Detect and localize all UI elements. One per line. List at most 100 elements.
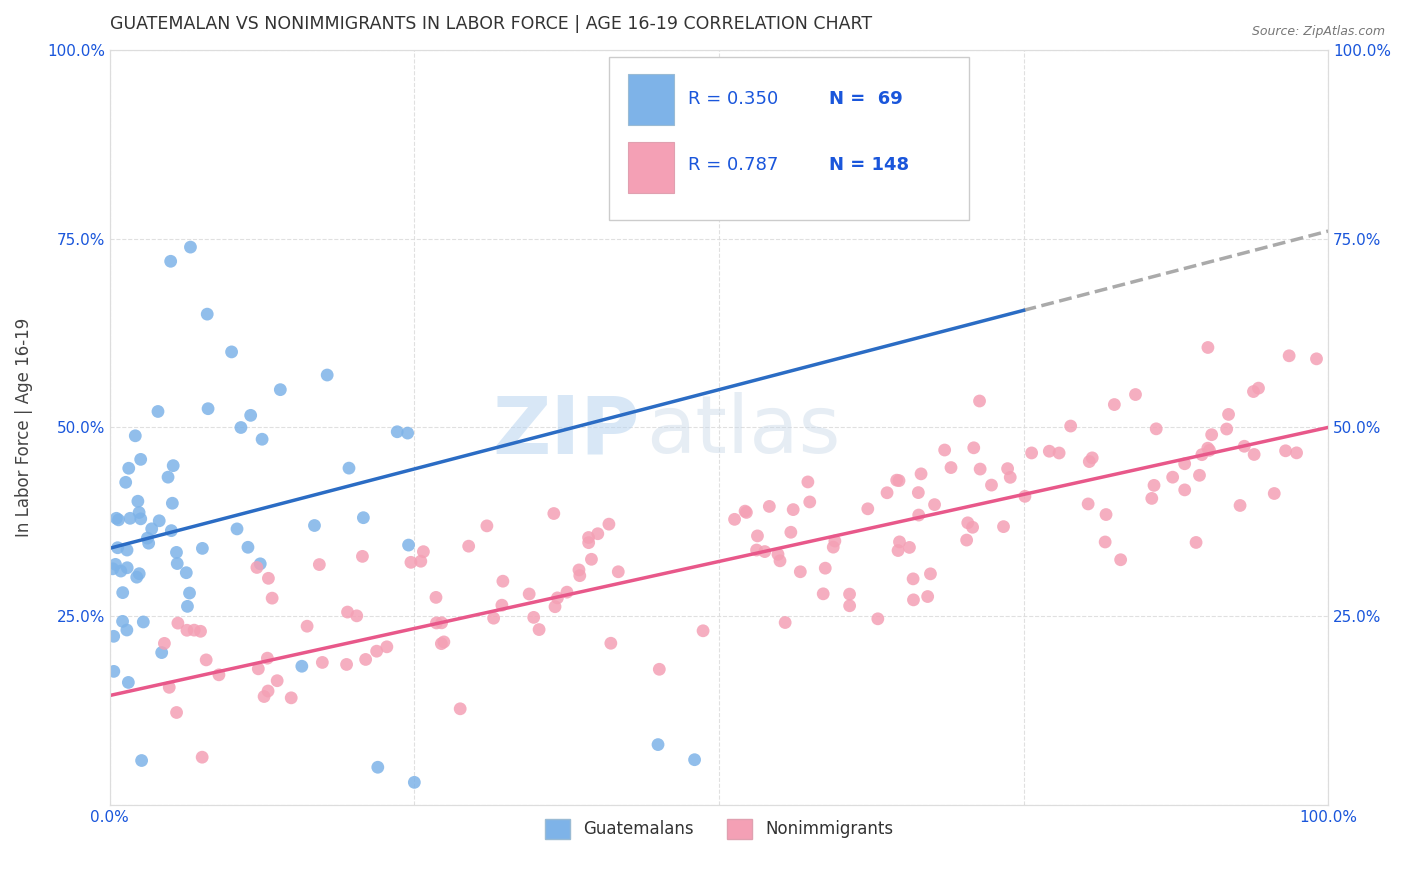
Point	[191, 541, 214, 556]
Point	[226, 522, 249, 536]
Point	[823, 540, 845, 554]
Point	[907, 508, 929, 522]
Point	[745, 543, 768, 558]
Point	[903, 592, 925, 607]
Text: N =  69: N = 69	[828, 90, 903, 108]
Point	[1243, 447, 1265, 461]
Point	[166, 706, 188, 720]
Point	[103, 665, 125, 679]
Point	[969, 462, 991, 476]
Point	[856, 501, 879, 516]
Point	[247, 662, 270, 676]
Point	[166, 545, 188, 559]
Point	[131, 754, 153, 768]
Point	[648, 662, 671, 676]
Point	[114, 475, 136, 490]
Point	[939, 460, 962, 475]
Point	[367, 760, 389, 774]
Point	[167, 616, 190, 631]
Point	[107, 513, 129, 527]
Point	[1174, 457, 1197, 471]
Point	[337, 461, 360, 475]
Point	[924, 498, 946, 512]
Point	[105, 511, 128, 525]
Point	[229, 420, 252, 434]
Point	[876, 485, 898, 500]
Point	[1243, 384, 1265, 399]
Point	[824, 533, 846, 548]
Point	[1000, 470, 1022, 484]
Point	[491, 598, 513, 612]
Point	[1095, 508, 1118, 522]
Point	[789, 565, 811, 579]
Point	[917, 590, 939, 604]
Point	[920, 566, 942, 581]
Point	[915, 28, 938, 42]
Text: Source: ZipAtlas.com: Source: ZipAtlas.com	[1251, 25, 1385, 38]
Point	[1274, 443, 1296, 458]
FancyBboxPatch shape	[609, 57, 969, 219]
Point	[1060, 419, 1083, 434]
Text: R = 0.787: R = 0.787	[689, 156, 779, 174]
Point	[396, 426, 419, 441]
Point	[191, 750, 214, 764]
Point	[366, 644, 388, 658]
Point	[253, 690, 276, 704]
Point	[886, 473, 908, 487]
Point	[901, 572, 924, 586]
Point	[162, 496, 184, 510]
Point	[1198, 443, 1220, 458]
Point	[647, 738, 669, 752]
Point	[1247, 381, 1270, 395]
Point	[129, 512, 152, 526]
Point	[838, 599, 860, 613]
Point	[543, 507, 565, 521]
FancyBboxPatch shape	[627, 74, 673, 126]
Point	[779, 525, 801, 540]
Point	[889, 534, 911, 549]
Point	[304, 518, 326, 533]
Point	[1014, 489, 1036, 503]
Point	[101, 562, 124, 576]
Point	[117, 675, 139, 690]
Point	[157, 681, 180, 695]
Point	[103, 629, 125, 643]
Point	[311, 656, 333, 670]
Point	[482, 611, 505, 625]
Point	[110, 564, 132, 578]
Point	[115, 623, 138, 637]
Point	[387, 425, 409, 439]
Point	[128, 506, 150, 520]
Point	[599, 636, 621, 650]
Point	[221, 345, 243, 359]
Point	[1144, 422, 1167, 436]
Point	[993, 519, 1015, 533]
Point	[115, 543, 138, 558]
Point	[111, 585, 134, 599]
Point	[910, 467, 932, 481]
Y-axis label: In Labor Force | Age 16-19: In Labor Force | Age 16-19	[15, 318, 32, 537]
Point	[723, 512, 745, 526]
Point	[138, 536, 160, 550]
Point	[838, 587, 860, 601]
Point	[527, 623, 550, 637]
Point	[269, 383, 291, 397]
Point	[352, 510, 374, 524]
Point	[1188, 468, 1211, 483]
Text: ZIP: ZIP	[492, 392, 640, 470]
Text: GUATEMALAN VS NONIMMIGRANTS IN LABOR FORCE | AGE 16-19 CORRELATION CHART: GUATEMALAN VS NONIMMIGRANTS IN LABOR FOR…	[110, 15, 872, 33]
Point	[148, 514, 170, 528]
Point	[409, 554, 432, 568]
Point	[195, 307, 218, 321]
Point	[354, 652, 377, 666]
Point	[811, 587, 834, 601]
Point	[747, 529, 769, 543]
Point	[934, 443, 956, 458]
Point	[120, 511, 142, 525]
Point	[754, 544, 776, 558]
Text: N = 148: N = 148	[828, 156, 908, 174]
Point	[898, 541, 921, 555]
Point	[963, 441, 986, 455]
Point	[1125, 387, 1147, 401]
Point	[125, 570, 148, 584]
